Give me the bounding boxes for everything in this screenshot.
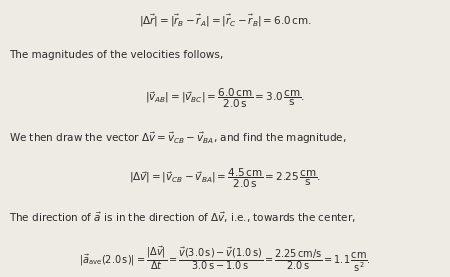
Text: $|\vec{a}_{\mathrm{ave}}(2.0\,\mathrm{s})| = \dfrac{|\Delta\vec{v}|}{\Delta t} =: $|\vec{a}_{\mathrm{ave}}(2.0\,\mathrm{s}… xyxy=(79,244,371,274)
Text: $|\Delta\vec{r}| = |\vec{r}_B - \vec{r}_A| = |\vec{r}_C - \vec{r}_B| = 6.0\,\mat: $|\Delta\vec{r}| = |\vec{r}_B - \vec{r}_… xyxy=(139,12,311,29)
Text: $|\Delta\vec{v}| = |\vec{v}_{CB} - \vec{v}_{BA}| = \dfrac{4.5\,\mathrm{cm}}{2.0\: $|\Delta\vec{v}| = |\vec{v}_{CB} - \vec{… xyxy=(129,167,321,190)
Text: We then draw the vector $\Delta\vec{v} = \vec{v}_{CB} - \vec{v}_{BA}$, and find : We then draw the vector $\Delta\vec{v} =… xyxy=(9,131,346,146)
Text: The direction of $\vec{a}$ is in the direction of $\Delta\vec{v}$, i.e., towards: The direction of $\vec{a}$ is in the dir… xyxy=(9,210,356,225)
Text: The magnitudes of the velocities follows,: The magnitudes of the velocities follows… xyxy=(9,50,223,60)
Text: $|\vec{v}_{AB}| = |\vec{v}_{BC}| = \dfrac{6.0\,\mathrm{cm}}{2.0\,\mathrm{s}} = 3: $|\vec{v}_{AB}| = |\vec{v}_{BC}| = \dfra… xyxy=(145,87,305,110)
